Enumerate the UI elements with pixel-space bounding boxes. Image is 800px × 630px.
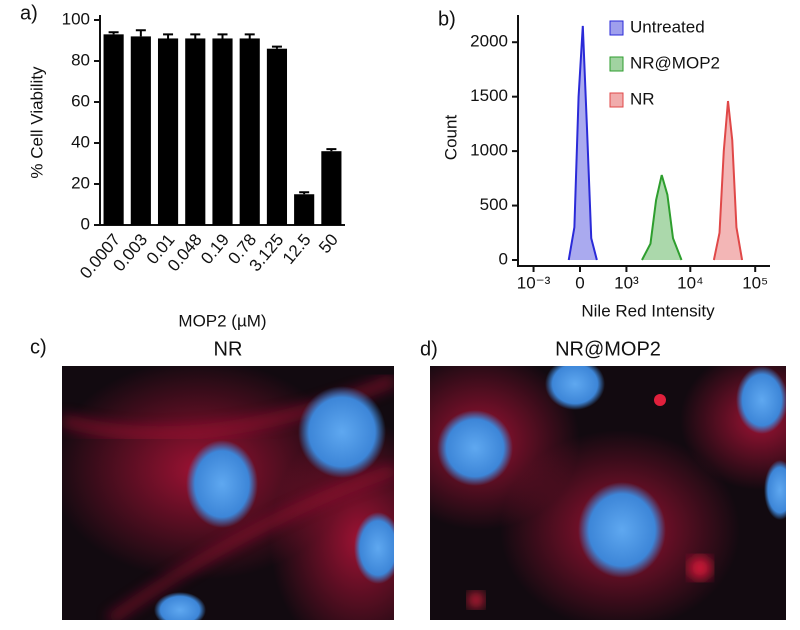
error-bar xyxy=(271,45,282,49)
bar xyxy=(157,38,179,226)
error-bar xyxy=(190,33,201,39)
error-bar xyxy=(244,33,255,39)
bar xyxy=(130,36,151,226)
bar xyxy=(321,151,342,225)
error-bar xyxy=(299,191,310,195)
y-tick-label: 500 xyxy=(480,195,508,214)
y-tick-label: 0 xyxy=(81,214,90,233)
bar xyxy=(294,194,315,225)
x-tick-label: 10³ xyxy=(614,273,639,292)
y-tick-label: 2000 xyxy=(470,32,508,51)
error-bar xyxy=(326,148,337,152)
micrograph xyxy=(62,366,394,620)
x-tick-label: 12.5 xyxy=(279,230,315,268)
panel-label: d) xyxy=(420,338,438,360)
error-bar xyxy=(217,33,228,39)
error-bar xyxy=(135,29,146,37)
panel-label: b) xyxy=(438,8,456,30)
y-tick-label: 60 xyxy=(71,91,90,110)
x-tick-label: 0 xyxy=(575,273,584,292)
axis-line xyxy=(517,15,770,267)
x-axis-label: Nile Red Intensity xyxy=(581,301,715,320)
y-tick-label: 80 xyxy=(71,50,90,69)
bar xyxy=(212,38,233,226)
bar xyxy=(239,38,260,226)
legend-label: NR@MOP2 xyxy=(630,53,720,72)
x-tick-label: 10⁴ xyxy=(677,273,703,292)
y-tick-label: 1500 xyxy=(470,86,508,105)
bar xyxy=(185,38,206,226)
histogram-area xyxy=(641,174,683,261)
histogram-area xyxy=(567,25,598,261)
legend-swatch xyxy=(609,92,624,108)
y-tick-label: 1000 xyxy=(470,141,508,160)
panel-label: c) xyxy=(30,336,47,358)
x-tick-label: 10⁵ xyxy=(742,273,768,292)
x-tick-label: 50 xyxy=(315,230,342,257)
legend-swatch xyxy=(609,56,624,72)
y-tick-label: 0 xyxy=(499,249,508,268)
panel-label: a) xyxy=(20,2,38,24)
y-tick-label: 20 xyxy=(71,173,90,192)
x-axis-label: MOP2 (µM) xyxy=(178,311,266,330)
micrograph xyxy=(430,366,786,620)
legend-swatch xyxy=(609,20,624,36)
y-tick-label: 40 xyxy=(71,132,90,151)
bar xyxy=(103,34,124,225)
x-tick-label: 0.19 xyxy=(197,230,233,268)
image-title: NR xyxy=(214,338,243,360)
image-title: NR@MOP2 xyxy=(555,338,661,360)
histogram-area xyxy=(712,100,744,261)
x-tick-label: 10⁻³ xyxy=(517,273,551,292)
bar xyxy=(266,48,288,226)
error-bar xyxy=(163,33,174,39)
y-axis-label: Count xyxy=(441,115,460,161)
y-tick-label: 100 xyxy=(62,9,90,28)
y-axis-label: % Cell Viability xyxy=(27,66,46,179)
legend-label: Untreated xyxy=(630,17,705,36)
error-bar xyxy=(108,31,119,35)
legend-label: NR xyxy=(630,89,655,108)
